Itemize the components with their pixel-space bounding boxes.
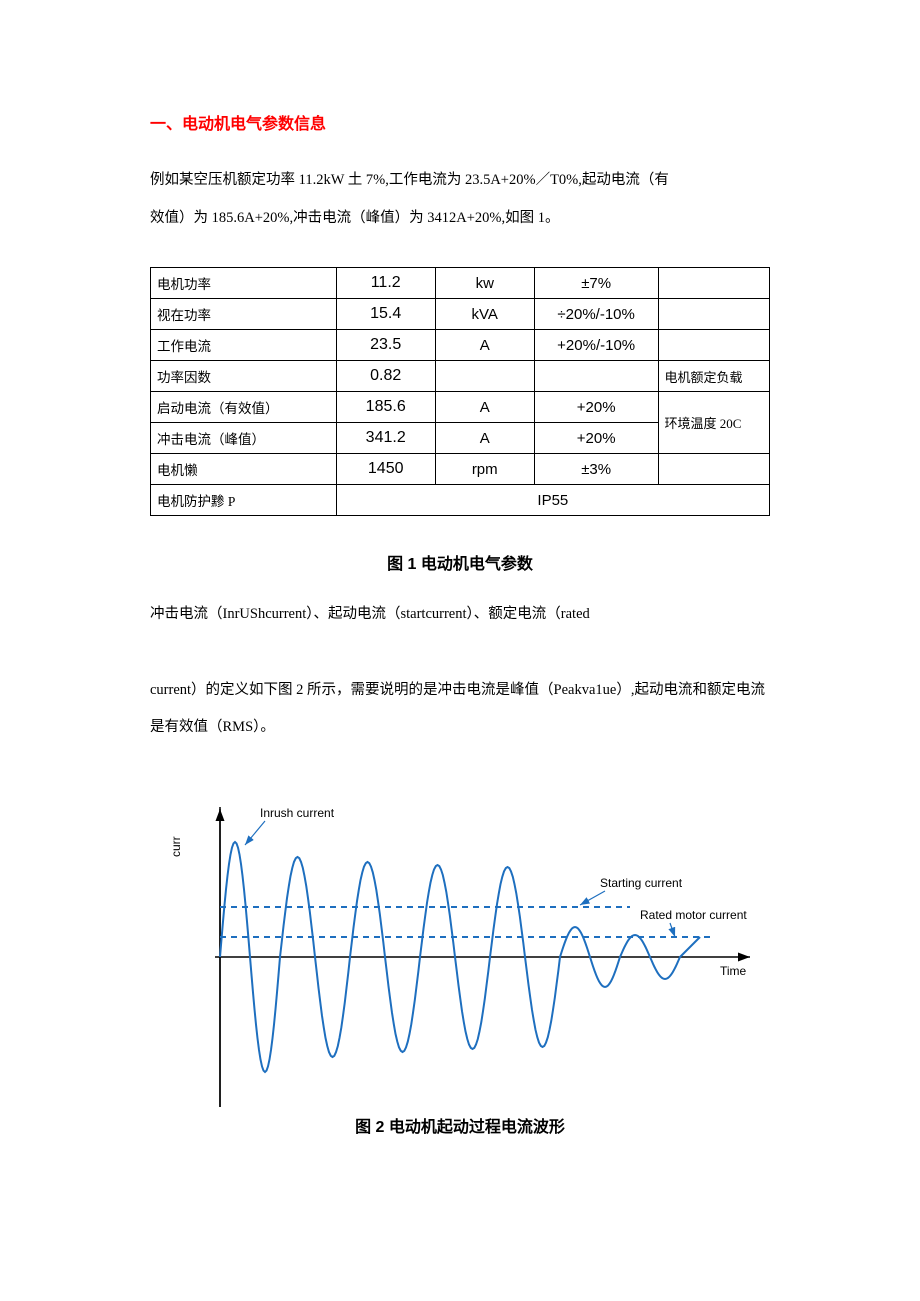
table-cell: 23.5 <box>336 330 435 361</box>
table-cell: 视在功率 <box>151 299 337 330</box>
para1-line2: 效值）为 185.6A+20%,冲击电流（峰值）为 3412A+20%,如图 1… <box>150 210 559 226</box>
table-cell: 功率因数 <box>151 361 337 392</box>
table-cell: 电机功率 <box>151 268 337 299</box>
table-cell: 185.6 <box>336 392 435 423</box>
table-cell: ÷20%/-10% <box>534 299 658 330</box>
table-row: 启动电流（有效值）185.6A+20%环境温度 20C <box>151 392 770 423</box>
table-cell <box>435 361 534 392</box>
table-cell: A <box>435 392 534 423</box>
table-cell: 341.2 <box>336 423 435 454</box>
table-cell <box>534 361 658 392</box>
table-cell: IP55 <box>336 485 769 516</box>
table-cell <box>658 268 769 299</box>
table-row: 电机防护黪 PIP55 <box>151 485 770 516</box>
table-cell: 15.4 <box>336 299 435 330</box>
current-waveform-chart: curr Time Inrush current Starting current Ra… <box>150 797 770 1117</box>
table-cell: +20% <box>534 392 658 423</box>
table-cell: A <box>435 423 534 454</box>
table-cell: 电机额定负载 <box>658 361 769 392</box>
para2-line1: 冲击电流（InrUShcurrent）、起动电流（startcurrent）、额… <box>150 606 590 622</box>
table-cell: 冲击电流（峰值） <box>151 423 337 454</box>
table-row: 工作电流23.5A+20%/-10% <box>151 330 770 361</box>
table-cell <box>658 330 769 361</box>
table-cell: A <box>435 330 534 361</box>
para2-line2: current）的定义如下图 2 所示，需要说明的是冲击电流是峰值（Peakva… <box>150 682 765 736</box>
table-cell: ±3% <box>534 454 658 485</box>
table-cell: 11.2 <box>336 268 435 299</box>
table-cell: 工作电流 <box>151 330 337 361</box>
svg-text:Time: Time <box>720 964 747 978</box>
table-row: 功率因数0.82 电机额定负载 <box>151 361 770 392</box>
table-cell: kw <box>435 268 534 299</box>
svg-text:Rated motor current: Rated motor current <box>640 908 747 922</box>
table-cell: 1450 <box>336 454 435 485</box>
table-cell: rpm <box>435 454 534 485</box>
svg-text:Inrush current: Inrush current <box>260 806 335 820</box>
svg-text:Starting current: Starting current <box>600 876 683 890</box>
section-header: 一、电动机电气参数信息 <box>150 110 770 134</box>
paragraph-2: 冲击电流（InrUShcurrent）、起动电流（startcurrent）、额… <box>150 596 770 747</box>
table-row: 电机懒1450rpm±3% <box>151 454 770 485</box>
table-cell: 电机懒 <box>151 454 337 485</box>
table-cell <box>658 299 769 330</box>
table-cell: 电机防护黪 P <box>151 485 337 516</box>
table-cell: ±7% <box>534 268 658 299</box>
svg-text:curr: curr <box>169 836 183 857</box>
table-cell: 环境温度 20C <box>658 392 769 454</box>
figure2-caption: 图 2 电动机起动过程电流波形 <box>150 1113 770 1137</box>
table-cell: kVA <box>435 299 534 330</box>
table-cell: 0.82 <box>336 361 435 392</box>
table-cell: +20%/-10% <box>534 330 658 361</box>
figure1-caption: 图 1 电动机电气参数 <box>150 550 770 574</box>
para1-line1: 例如某空压机额定功率 11.2kW 土 7%,工作电流为 23.5A+20%／T… <box>150 172 669 188</box>
parameters-table: 电机功率11.2kw±7%视在功率15.4kVA÷20%/-10%工作电流23.… <box>150 267 770 516</box>
table-row: 电机功率11.2kw±7% <box>151 268 770 299</box>
table-cell: +20% <box>534 423 658 454</box>
figure2-chart: curr Time Inrush current Starting current Ra… <box>150 797 770 1137</box>
table-cell <box>658 454 769 485</box>
table-cell: 启动电流（有效值） <box>151 392 337 423</box>
paragraph-1: 例如某空压机额定功率 11.2kW 土 7%,工作电流为 23.5A+20%／T… <box>150 162 770 237</box>
table-row: 视在功率15.4kVA÷20%/-10% <box>151 299 770 330</box>
